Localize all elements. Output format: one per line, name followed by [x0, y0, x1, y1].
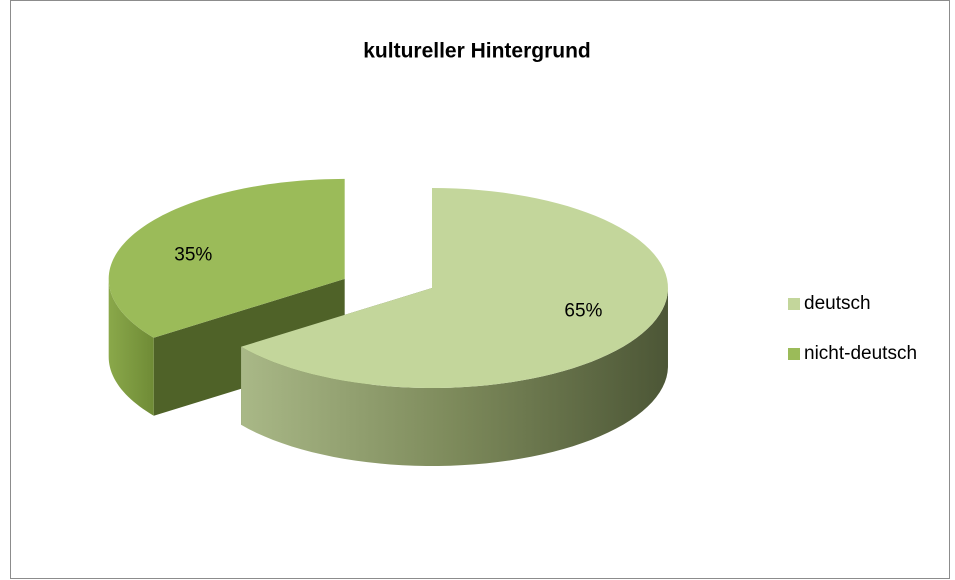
- slice-wall: [241, 289, 668, 466]
- legend-swatch: [788, 348, 800, 360]
- data-label: 35%: [174, 244, 212, 265]
- slice-top: [108, 178, 345, 338]
- data-label: 65%: [564, 301, 602, 322]
- pie-slice: [241, 188, 668, 466]
- legend-swatch: [788, 298, 800, 310]
- legend-label: nicht-deutsch: [804, 343, 917, 364]
- slice-top: [241, 188, 668, 388]
- legend-label: deutsch: [804, 293, 871, 314]
- chart-title: kultureller Hintergrund: [363, 40, 591, 63]
- slice-wall: [108, 278, 154, 416]
